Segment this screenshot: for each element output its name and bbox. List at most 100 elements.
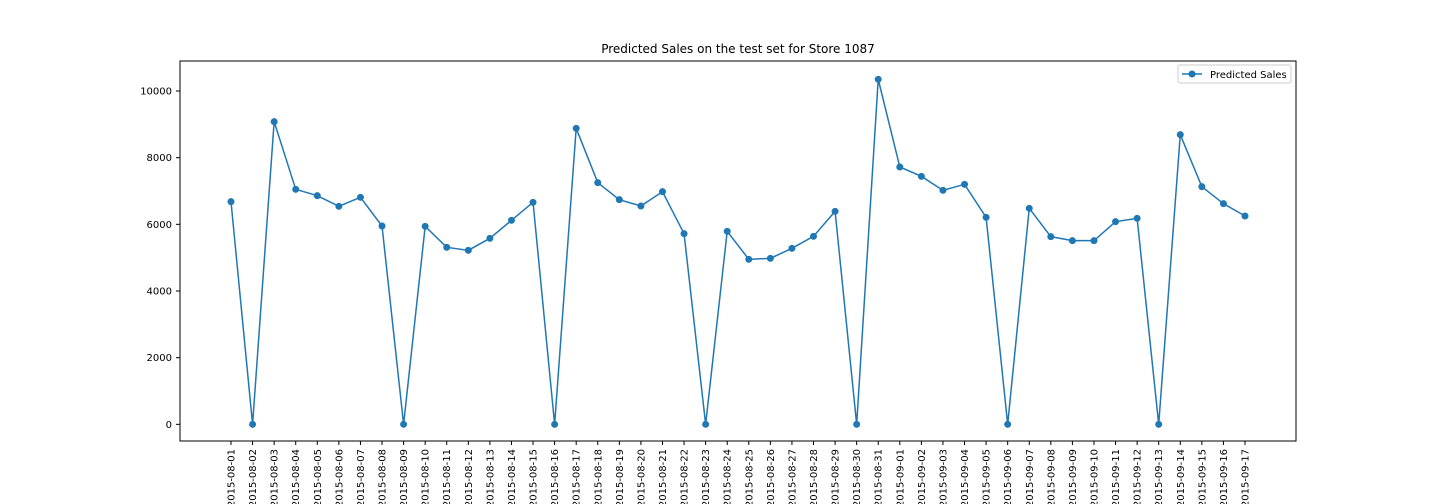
x-tick-label: 2015-08-16: [550, 449, 561, 504]
data-point: [982, 213, 990, 221]
data-point: [874, 75, 882, 83]
x-tick-label: 2015-08-22: [680, 449, 691, 504]
data-point: [1155, 420, 1163, 428]
chart-title: Predicted Sales on the test set for Stor…: [601, 42, 875, 56]
data-point: [680, 230, 688, 238]
x-tick-label: 2015-08-03: [270, 449, 281, 504]
data-point: [443, 243, 451, 251]
data-point: [1004, 420, 1012, 428]
data-point: [615, 196, 623, 204]
x-tick-label: 2015-09-05: [982, 449, 993, 504]
y-tick-label: 0: [166, 420, 172, 431]
data-point: [378, 222, 386, 230]
data-point: [1090, 237, 1098, 245]
x-tick-label: 2015-08-09: [399, 449, 410, 504]
x-tick-label: 2015-08-25: [744, 449, 755, 504]
data-point: [961, 180, 969, 188]
y-tick-label: 8000: [147, 153, 172, 164]
x-tick-label: 2015-09-08: [1046, 449, 1057, 504]
x-tick-label: 2015-08-01: [227, 449, 238, 504]
x-axis: 2015-08-01 2015-08-02 2015-08-03 2015-08-04…: [227, 441, 1252, 504]
x-tick-label: 2015-09-13: [1154, 449, 1165, 504]
series-line: [230, 79, 1246, 425]
y-tick-label: 4000: [147, 287, 172, 298]
x-tick-label: 2015-08-07: [356, 449, 367, 504]
data-point: [227, 198, 235, 206]
y-tick-label: 10000: [140, 87, 172, 98]
series-predicted-sales: [227, 75, 1249, 428]
x-tick-label: 2015-08-29: [831, 449, 842, 504]
data-point: [400, 420, 408, 428]
data-point: [1241, 212, 1249, 220]
x-tick-label: 2015-09-02: [917, 449, 928, 504]
data-point: [572, 124, 580, 132]
y-tick-label: 2000: [147, 353, 172, 364]
x-tick-label: 2015-08-28: [809, 449, 820, 504]
data-point: [1219, 200, 1227, 208]
x-tick-label: 2015-08-19: [615, 449, 626, 504]
x-tick-label: 2015-08-11: [442, 449, 453, 504]
x-tick-label: 2015-09-15: [1197, 449, 1208, 504]
data-point: [896, 163, 904, 171]
data-point: [831, 207, 839, 215]
x-tick-label: 2015-08-10: [421, 449, 432, 504]
data-point: [766, 254, 774, 262]
x-tick-label: 2015-08-04: [291, 449, 302, 504]
x-tick-label: 2015-08-21: [658, 449, 669, 504]
data-point: [292, 185, 300, 193]
x-tick-label: 2015-08-31: [874, 449, 885, 504]
x-tick-label: 2015-08-26: [766, 449, 777, 504]
data-point: [723, 227, 731, 235]
x-tick-label: 2015-09-10: [1089, 449, 1100, 504]
x-tick-label: 2015-09-01: [895, 449, 906, 504]
x-tick-label: 2015-08-12: [464, 449, 475, 504]
data-point: [853, 420, 861, 428]
x-tick-label: 2015-08-30: [852, 449, 863, 504]
x-tick-label: 2015-08-24: [723, 449, 734, 504]
x-tick-label: 2015-08-13: [485, 449, 496, 504]
x-tick-label: 2015-08-02: [248, 449, 259, 504]
legend-marker: [1188, 70, 1196, 78]
x-tick-label: 2015-09-16: [1219, 449, 1230, 504]
data-point: [1133, 214, 1141, 222]
data-point: [939, 186, 947, 194]
data-point: [1025, 204, 1033, 212]
plot-frame: [179, 60, 1297, 442]
data-point: [270, 118, 278, 126]
x-tick-label: 2015-08-27: [787, 449, 798, 504]
data-point: [1198, 183, 1206, 191]
x-tick-label: 2015-09-07: [1025, 449, 1036, 504]
data-point: [356, 193, 364, 201]
x-tick-label: 2015-09-04: [960, 449, 971, 504]
data-point: [464, 246, 472, 254]
data-point: [507, 216, 515, 224]
data-point: [529, 198, 537, 206]
data-point: [745, 255, 753, 263]
legend-label: Predicted Sales: [1210, 70, 1287, 81]
data-point: [421, 222, 429, 230]
x-tick-label: 2015-09-09: [1068, 449, 1079, 504]
x-tick-label: 2015-08-15: [529, 449, 540, 504]
data-point: [249, 420, 257, 428]
x-tick-label: 2015-08-14: [507, 449, 518, 504]
legend: Predicted Sales: [1177, 64, 1292, 84]
data-point: [1068, 237, 1076, 245]
data-point: [1047, 233, 1055, 241]
data-point: [637, 202, 645, 210]
x-tick-label: 2015-09-12: [1133, 449, 1144, 504]
data-point: [658, 188, 666, 196]
data-point: [917, 172, 925, 180]
x-tick-label: 2015-09-17: [1241, 449, 1252, 504]
x-tick-label: 2015-08-05: [313, 449, 324, 504]
data-point: [1112, 218, 1120, 226]
data-point: [551, 420, 559, 428]
data-point: [335, 202, 343, 210]
data-point: [1176, 131, 1184, 139]
x-tick-label: 2015-08-08: [378, 449, 389, 504]
x-tick-label: 2015-08-23: [701, 449, 712, 504]
x-tick-label: 2015-08-17: [572, 449, 583, 504]
y-tick-label: 6000: [147, 220, 172, 231]
data-point: [486, 234, 494, 242]
legend-box: [1177, 64, 1292, 84]
